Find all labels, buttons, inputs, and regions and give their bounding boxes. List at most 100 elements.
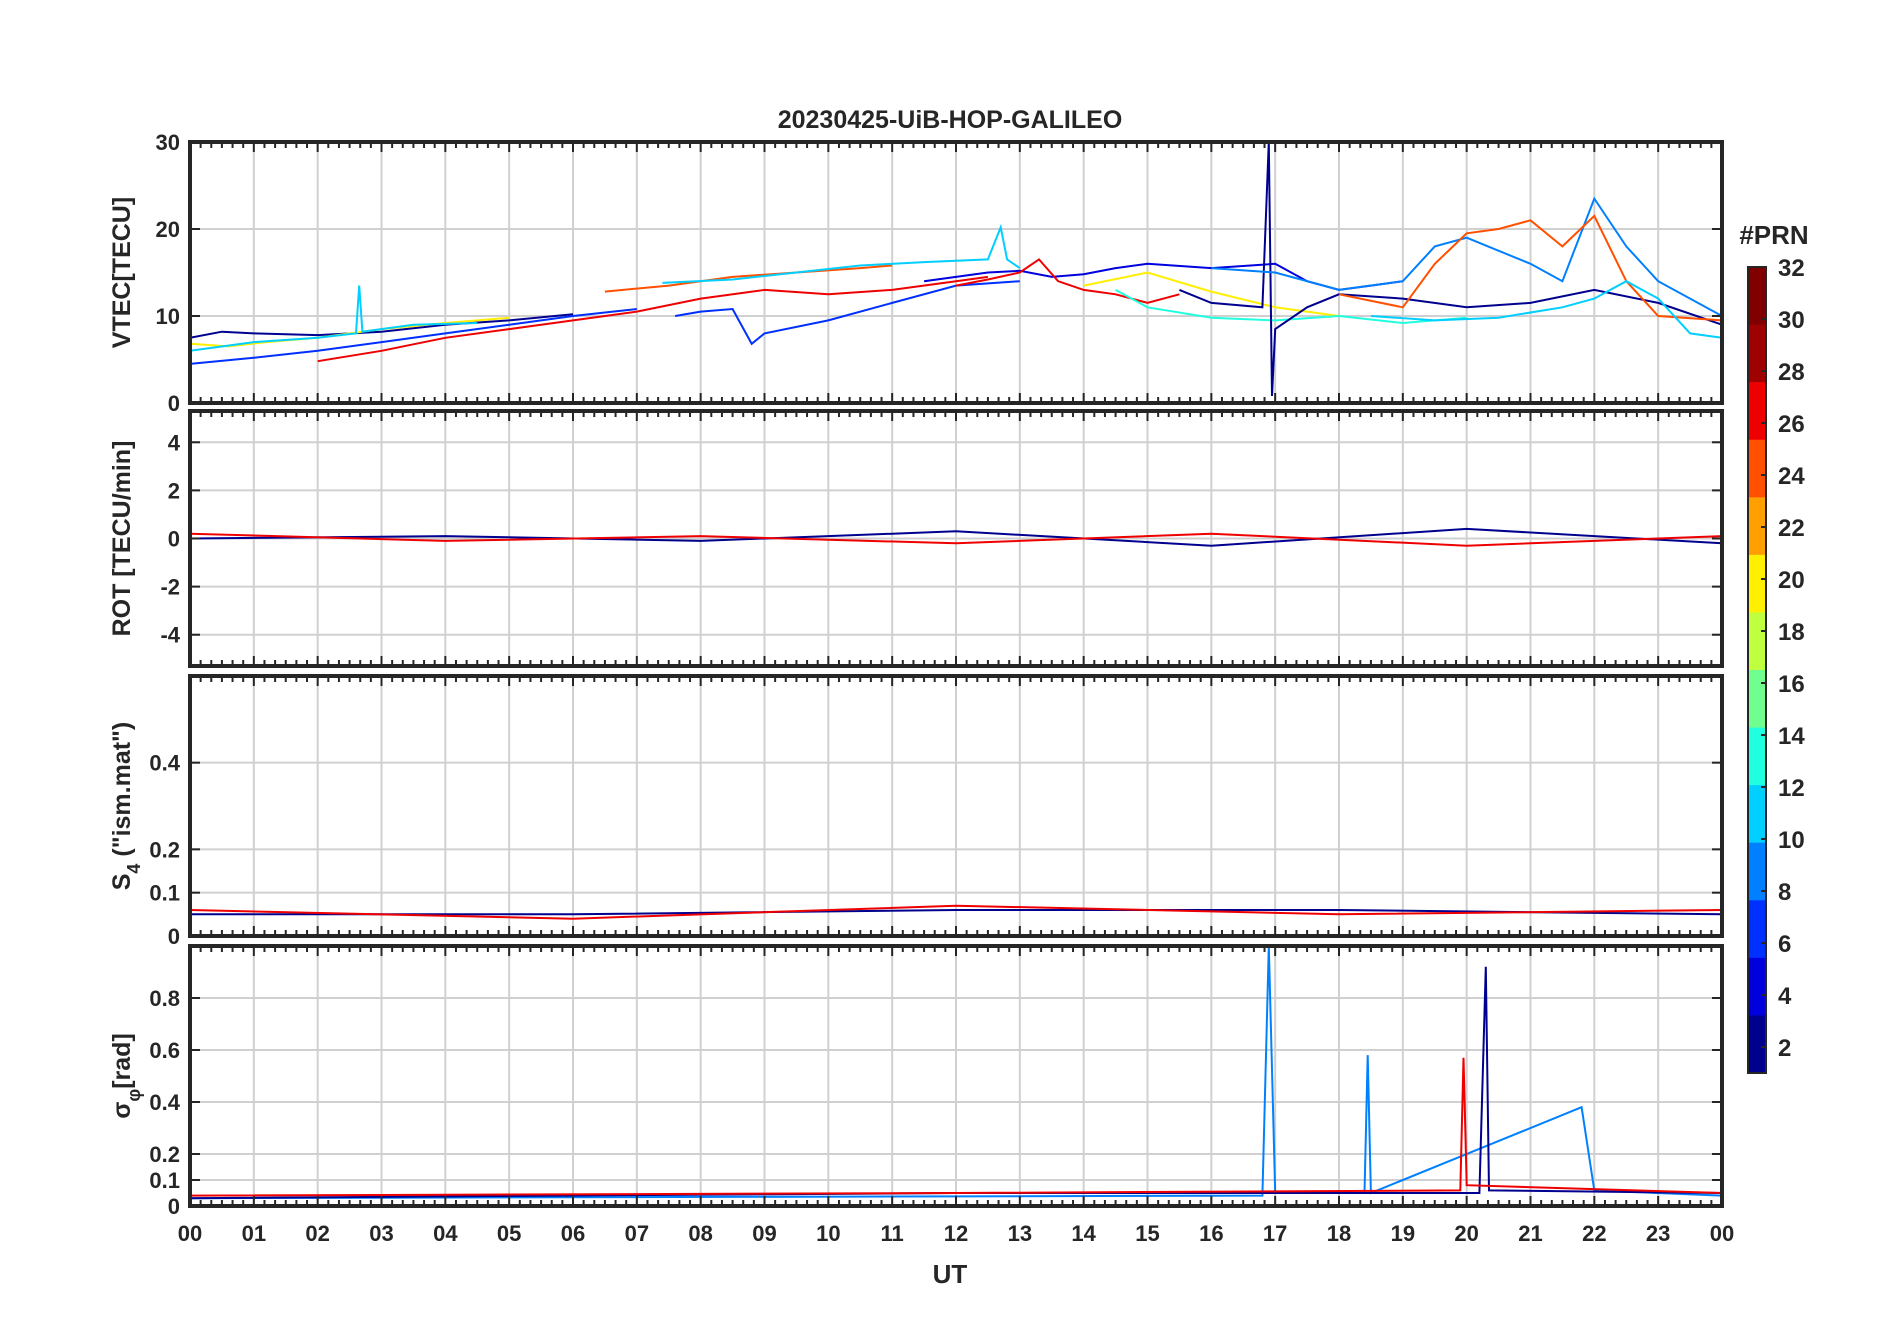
series-line-prn-27 (317, 275, 989, 363)
y-tick-label: 30 (156, 130, 180, 155)
x-tick-label: 08 (688, 1221, 712, 1246)
panel-frame (188, 140, 1724, 405)
series-line-prn-20 (1083, 271, 1340, 317)
y-tick-label: 0.8 (149, 986, 180, 1011)
colorbar-tick-label: 6 (1778, 931, 1791, 958)
y-tick-label: 0.2 (149, 1142, 180, 1167)
x-tick-label: 00 (1710, 1221, 1734, 1246)
panel-s4: 0 0.1 0.2 0.4S4 ("ism.mat") (108, 674, 1724, 949)
series-line-prn-26 (190, 904, 1722, 920)
series-line-prn-6 (674, 280, 1020, 346)
colorbar-tick-label: 28 (1778, 359, 1805, 386)
colorbar-segment (1748, 382, 1766, 441)
series-line-prn-6 (190, 308, 637, 365)
colorbar-tick-label: 22 (1778, 515, 1805, 542)
y-axis-label: VTEC[TECU] (108, 197, 136, 348)
x-tick-label: 11 (881, 1221, 904, 1246)
colorbar-segment (1748, 900, 1766, 959)
colorbar-tick-label: 20 (1778, 567, 1805, 594)
panel-vtec: 0 10 20 30 VTEC[TECU] (108, 130, 1724, 416)
colorbar-segment (1748, 612, 1766, 671)
panel-frame (188, 944, 1724, 1208)
x-tick-label: 13 (1008, 1221, 1032, 1246)
panel-frame (188, 674, 1724, 938)
colorbar-tick-label: 14 (1778, 723, 1805, 750)
y-tick-label: 0.4 (149, 751, 180, 776)
x-axis-label: UT (933, 1259, 968, 1289)
x-tick-label: 15 (1135, 1221, 1159, 1246)
y-tick-label: 4 (168, 430, 181, 455)
series-line-prn-26 (190, 1057, 1722, 1197)
x-tick-label: 09 (752, 1221, 776, 1246)
y-tick-label: 10 (156, 304, 180, 329)
colorbar-tick-label: 24 (1778, 463, 1805, 490)
series-line-prn-9 (1211, 196, 1722, 317)
panel-sigma: 00.10.2 0.4 0.6 0.8σφ[rad] (108, 944, 1724, 1219)
colorbar-tick-label: 4 (1778, 983, 1792, 1010)
series-line-prn-27 (955, 258, 1180, 304)
x-tick-label: 14 (1071, 1221, 1096, 1246)
x-tick-label: 17 (1263, 1221, 1287, 1246)
x-tick-label: 18 (1327, 1221, 1351, 1246)
chart-title: 20230425-UiB-HOP-GALILEO (778, 106, 1123, 134)
x-tick-label: 00 (178, 1221, 202, 1246)
series-group (190, 527, 1722, 547)
colorbar-tick-label: 16 (1778, 671, 1805, 698)
x-tick-label: 20 (1454, 1221, 1478, 1246)
y-axis-label: σφ[rad] (108, 1033, 144, 1119)
colorbar-segment (1748, 267, 1766, 326)
panel-frame (188, 409, 1724, 668)
y-tick-label: -2 (160, 575, 180, 600)
colorbar-tick-label: 26 (1778, 411, 1805, 438)
x-tick-label: 04 (433, 1221, 458, 1246)
x-tick-label: 06 (561, 1221, 585, 1246)
colorbar-tick-label: 10 (1778, 827, 1805, 854)
series-line-prn-12 (190, 285, 478, 352)
series-group (190, 904, 1722, 920)
colorbar-tick-label: 30 (1778, 307, 1805, 334)
y-tick-label: 0.4 (149, 1090, 180, 1115)
colorbar-segment (1748, 727, 1766, 786)
x-tick-label: 16 (1199, 1221, 1223, 1246)
y-tick-label: 0.1 (149, 1168, 180, 1193)
x-tick-label: 05 (497, 1221, 521, 1246)
colorbar-tick-label: 2 (1778, 1035, 1791, 1062)
y-tick-label: 0 (168, 1194, 180, 1219)
panel-rot: -4 -2 0 2 4 ROT [TECU/min] (108, 409, 1724, 668)
series-line-prn-9 (190, 946, 1722, 1200)
x-tick-label: 03 (369, 1221, 393, 1246)
colorbar-segment (1748, 324, 1766, 383)
colorbar-segment (1748, 785, 1766, 844)
y-tick-label: 0.6 (149, 1038, 180, 1063)
y-tick-label: 0 (168, 924, 180, 949)
x-tick-label: 01 (242, 1221, 266, 1246)
y-tick-label: 2 (168, 478, 180, 503)
x-tick-label: 12 (944, 1221, 968, 1246)
series-line-prn-14 (1115, 289, 1467, 325)
colorbar-segment (1748, 957, 1766, 1017)
x-tick-label: 02 (305, 1221, 329, 1246)
series-line-prn-24 (1338, 214, 1722, 322)
x-tick-label: 10 (816, 1221, 840, 1246)
y-tick-label: 0 (168, 527, 180, 552)
x-tick-label: 23 (1646, 1221, 1670, 1246)
series-line-prn-3 (190, 909, 1722, 916)
colorbar-segment (1748, 439, 1766, 498)
colorbar-tick-label: 18 (1778, 619, 1805, 646)
x-tick-label: 07 (625, 1221, 649, 1246)
colorbar-tick-label: 12 (1778, 775, 1805, 802)
series-group (190, 142, 1722, 397)
colorbar-segment (1748, 670, 1766, 729)
y-tick-label: 0 (168, 391, 180, 416)
colorbar-title: #PRN (1739, 220, 1808, 250)
series-line-prn-12 (662, 223, 1021, 284)
series-line-prn-24 (604, 264, 893, 293)
x-tick-label: 21 (1518, 1221, 1542, 1246)
series-line-prn-26 (190, 532, 1722, 547)
y-tick-label: 20 (156, 217, 180, 242)
colorbar-tick-label: 32 (1778, 255, 1805, 282)
